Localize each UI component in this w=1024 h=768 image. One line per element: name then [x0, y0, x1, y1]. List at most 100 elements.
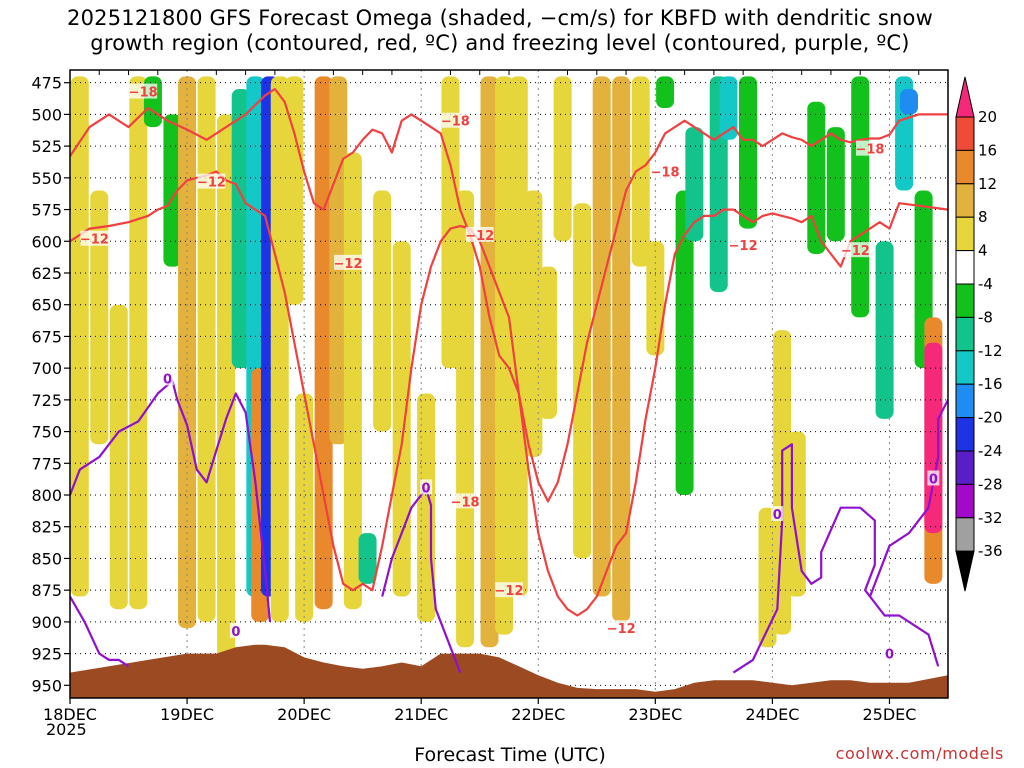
omega-shade-column [495, 76, 514, 635]
freezing-level-0C-line [70, 379, 272, 623]
contour-label-bg [197, 173, 226, 189]
dgz-upper-18C-line [70, 87, 948, 503]
colorbar-segment [955, 149, 975, 185]
y-tick-label: 475 [31, 74, 62, 93]
contour-label: −12 [729, 239, 758, 254]
x-tick-label: 18DEC [43, 705, 97, 724]
omega-shade-column [539, 266, 558, 419]
omega-shade-column [358, 533, 377, 584]
omega-shade-column [231, 89, 250, 369]
x-tick-label: 25DEC [862, 705, 916, 724]
omega-shade-column [163, 114, 182, 267]
chart-title: 2025121800 GFS Forecast Omega (shaded, −… [0, 6, 1000, 56]
omega-shade-column [456, 190, 475, 648]
y-tick-label: 700 [31, 359, 62, 378]
y-tick-label: 950 [31, 676, 62, 695]
colorbar-label: -4 [978, 275, 993, 293]
omega-shade-column [109, 304, 128, 610]
contour-label: −12 [465, 229, 494, 244]
colorbar-label: -36 [978, 542, 1003, 560]
contour-label: −18 [129, 86, 158, 101]
freezing-level-0C-lower-line [70, 595, 130, 668]
omega-shade-column [129, 76, 148, 610]
colorbar-segment [955, 183, 975, 218]
contour-label-bg [771, 506, 784, 522]
contour-label-bg [465, 226, 494, 242]
omega-shade-column [392, 241, 411, 597]
omega-shade-column [826, 127, 845, 242]
colorbar-segment [955, 283, 975, 318]
colorbar-segment [955, 383, 975, 419]
contour-label-bg [229, 622, 242, 638]
colorbar-segment [955, 350, 975, 385]
y-tick-label: 650 [31, 296, 62, 315]
omega-shade-column [631, 76, 650, 267]
x-tick-label: 22DEC [511, 705, 565, 724]
colorbar-segment [955, 250, 975, 285]
y-tick-label: 600 [31, 232, 62, 251]
y-tick-label: 625 [31, 264, 62, 283]
x-tick-label: 19DEC [160, 705, 214, 724]
contour-label-bg [420, 479, 433, 495]
colorbar-segment [955, 116, 975, 151]
colorbar-label: 8 [978, 208, 988, 226]
credit-link[interactable]: coolwx.com/models [835, 744, 1004, 763]
omega-shade-column [924, 342, 943, 534]
y-tick-label: 750 [31, 423, 62, 442]
omega-shade-column [285, 76, 304, 305]
colorbar-segment [955, 450, 975, 485]
y-tick-label: 825 [31, 518, 62, 537]
contour-label: −12 [841, 244, 870, 259]
y-tick-label: 500 [31, 105, 62, 124]
omega-shade-column [851, 76, 870, 318]
omega-shade-column [612, 76, 631, 622]
contour-label-bg [855, 140, 884, 156]
x-tick-label: 21DEC [394, 705, 448, 724]
omega-shade-column [417, 393, 436, 622]
plot-frame [69, 69, 949, 699]
colorbar-label: 16 [978, 141, 997, 159]
omega-shade-column [509, 76, 528, 597]
contour-label-bg [495, 582, 523, 598]
colorbar: 20 16 12 8 4 -4 -8 -12 -16 -20 -24 -28 -32 -36 [955, 76, 1003, 592]
terrain [70, 644, 948, 698]
colorbar-label: 12 [978, 175, 997, 193]
contour-label: 0 [422, 481, 431, 496]
y-tick-label: 800 [31, 486, 62, 505]
contour-label-bg [129, 83, 158, 99]
contour-label: −12 [80, 233, 109, 248]
contour-label-bg [161, 370, 174, 386]
colorbar-label: -20 [978, 409, 1003, 427]
x-axis: 18DEC 19DEC 20DEC 21DEC 22DEC 23DEC 24DEC 25DEC [43, 698, 916, 724]
omega-shade-column [899, 89, 918, 115]
contour-label-bg [451, 493, 480, 509]
y-tick-label: 725 [31, 391, 62, 410]
contour-label: −18 [451, 495, 480, 510]
contour-label: 0 [885, 648, 894, 663]
omega-shade-column [719, 76, 738, 140]
contour-label-bg [441, 112, 470, 128]
y-tick-label: 575 [31, 201, 62, 220]
title-line-2: growth region (contoured, red, ºC) and f… [90, 31, 910, 55]
omega-shade-column [197, 76, 216, 622]
colorbar-label: 20 [978, 108, 997, 126]
omega-shade-column [217, 114, 236, 660]
omega-shade-column [480, 76, 499, 648]
colorbar-label: -24 [978, 442, 1003, 460]
omega-shade-column [758, 507, 777, 648]
contour-label-bg [883, 645, 896, 661]
contour-label: −18 [651, 165, 680, 180]
colorbar-segment [955, 517, 975, 552]
omega-shade-column [70, 76, 89, 597]
colorbar-label: -12 [978, 342, 1003, 360]
colorbar-segment [955, 216, 975, 252]
title-line-1: 2025121800 GFS Forecast Omega (shaded, −… [67, 6, 933, 30]
contours: −18 −18 −18 −18 −18 −12 −12 −12 −12 −12 −12 −12 −12 0… [70, 83, 948, 674]
omega-shade-column [875, 241, 894, 419]
contour-label-bg [729, 237, 758, 253]
omega-shade-column [573, 203, 592, 559]
contour-label: −18 [855, 143, 884, 158]
contour-label-bg [927, 470, 940, 486]
omega-shade-column [739, 76, 758, 229]
omega-shade-column [295, 393, 314, 622]
